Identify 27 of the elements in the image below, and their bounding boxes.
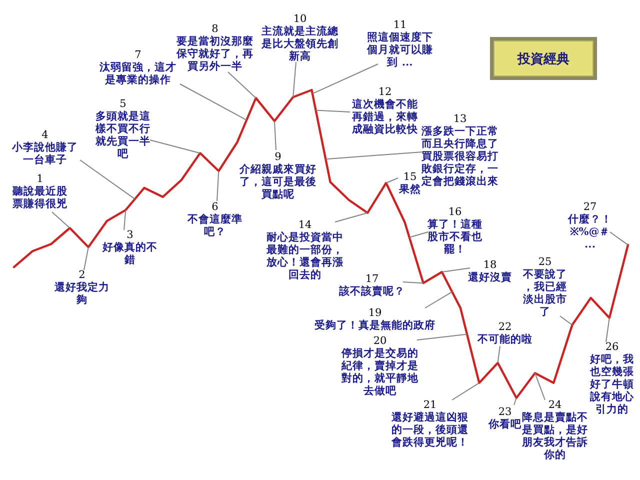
annotation: 6 不會這麼準吧？ <box>188 201 242 238</box>
annotation: 8 要是當初沒那麼保守就好了，再買另外一半 <box>176 23 254 72</box>
annotation: 21 還好避過這凶狠的一段，後頭還會跌得更兇呢！ <box>392 399 468 448</box>
annotation: 23 你看吧 <box>488 406 522 430</box>
annotation: 25 不要說了，我已經淡出股市了 <box>523 256 567 318</box>
annotation: 27 什麼？！※%@＃... <box>568 201 612 250</box>
chart-title: 投資經典 <box>516 52 570 67</box>
annotation: 5 多頭就是這樣不買不行就先買一半吧 <box>96 98 150 160</box>
annotation: 24 降息是賣點不是買點，是好朋友我才告訴你的 <box>522 399 588 461</box>
annotation: 16 算了！這種股市不看也罷！ <box>428 206 482 256</box>
annotation: 20 停損才是交易的紀律，賣掉才是對的，就平靜地去做吧 <box>342 335 418 397</box>
annotation: 22 不可能的啦 <box>478 321 532 346</box>
annotation: 12 這次機會不能再錯過，來轉成融資比較快 <box>352 86 418 136</box>
annotation: 18 還好沒賣 <box>468 259 512 284</box>
annotation: 3 好像真的不錯 <box>102 229 158 266</box>
annotation: 1 聽說最近股票賺得很兇 <box>12 173 68 210</box>
annotation: 9 介紹親戚來買好了，這可是最後買點呢 <box>240 151 316 200</box>
annotation: 19 受夠了！真是無能的政府 <box>314 307 436 332</box>
annotation: 10 主流就是主流總是比大盤領先創新高 <box>262 13 338 62</box>
annotation: 2 還好我定力夠 <box>54 269 110 306</box>
title: 投資經典 <box>490 37 597 80</box>
annotation: 4 小李說他賺了一台車子 <box>12 129 78 166</box>
annotation: 11 照這個速度下個月就可以賺到 ... <box>367 19 433 68</box>
annotation: 26 好吧，我也空幾張好了牛頓說有地心引力的 <box>590 341 634 416</box>
annotation: 15 果然 <box>399 171 421 196</box>
annotation: 7 汰弱留強，這才是專業的操作 <box>100 49 176 86</box>
annotation: 13 漲多跌一下正常而且央行降息了買股票很容易打敗銀行定存，一定會把錢滾出來 <box>422 113 498 188</box>
